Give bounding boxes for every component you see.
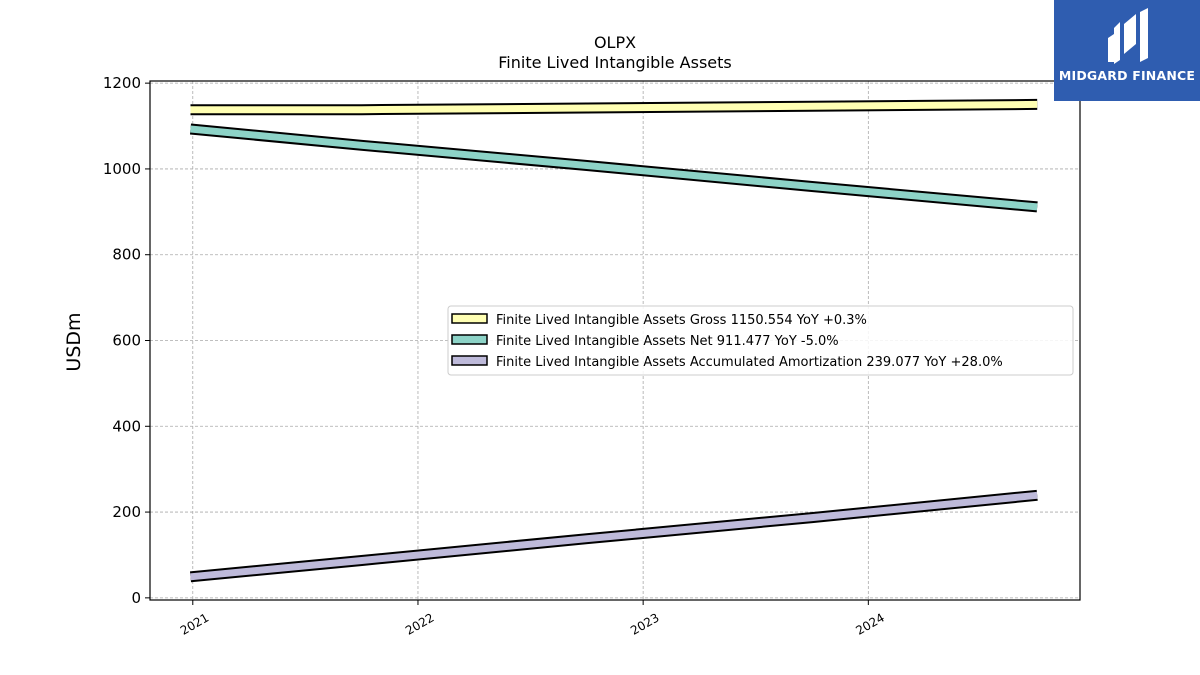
legend-swatch xyxy=(451,355,488,366)
y-tick-label: 600 xyxy=(112,332,141,350)
legend-label: Finite Lived Intangible Assets Accumulat… xyxy=(496,355,1003,370)
y-tick-label: 400 xyxy=(112,417,141,435)
legend: Finite Lived Intangible Assets Gross 115… xyxy=(447,305,1074,376)
y-tick-label: 1200 xyxy=(103,74,141,92)
series-line xyxy=(190,491,1038,581)
chart-title: OLPX xyxy=(594,33,636,52)
series-line xyxy=(190,100,1038,114)
x-tick-label: 2022 xyxy=(403,610,436,637)
legend-box xyxy=(447,305,1074,376)
brand-logo: MIDGARD FINANCE xyxy=(1054,0,1200,101)
y-tick-label: 800 xyxy=(112,246,141,264)
x-tick-label: 2023 xyxy=(628,610,661,637)
series-layer xyxy=(189,98,1038,583)
legend-swatch xyxy=(451,334,488,345)
logo-mark-icon xyxy=(1108,8,1148,64)
x-tick-label: 2021 xyxy=(178,610,211,637)
legend-items: Finite Lived Intangible Assets Gross 115… xyxy=(451,313,1003,370)
legend-label: Finite Lived Intangible Assets Net 911.4… xyxy=(496,334,839,349)
legend-swatch xyxy=(451,313,488,324)
y-axis-label: USDm xyxy=(63,312,85,371)
chart-subtitle: Finite Lived Intangible Assets xyxy=(498,53,731,72)
legend-label: Finite Lived Intangible Assets Gross 115… xyxy=(496,313,867,328)
y-tick-label: 200 xyxy=(112,503,141,521)
x-tick-label: 2024 xyxy=(853,610,886,637)
y-tick-label: 0 xyxy=(131,589,141,607)
series-line xyxy=(190,125,1038,211)
y-tick-label: 1000 xyxy=(103,160,141,178)
ticks: 0 200 400 600 800 1000 1200 2021 2022 2023 2024 xyxy=(103,74,887,638)
brand-name: MIDGARD FINANCE xyxy=(1058,68,1196,83)
